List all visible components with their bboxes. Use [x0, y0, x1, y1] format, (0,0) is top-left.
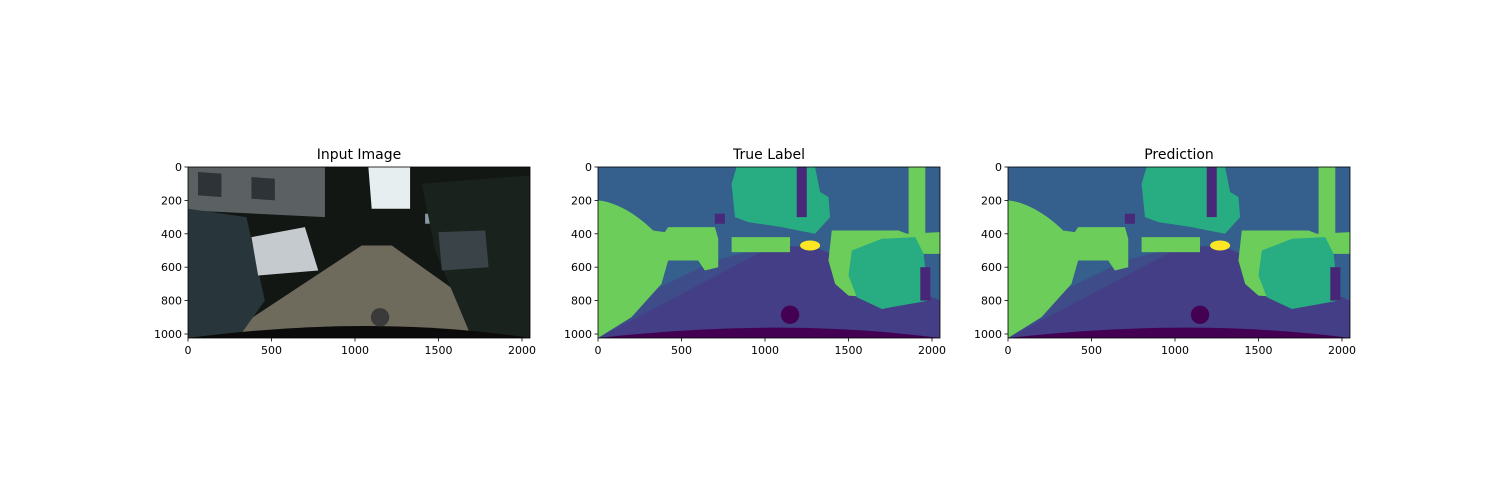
- panel-title: Prediction: [1144, 147, 1214, 163]
- y-tick-label: 1000: [154, 328, 182, 341]
- y-tick-label: 400: [981, 228, 1002, 241]
- y-tick-label: 600: [161, 261, 182, 274]
- x-tick-label: 1500: [424, 344, 452, 357]
- x-tick-label: 0: [595, 344, 602, 357]
- x-tick-label: 500: [671, 344, 692, 357]
- axes-frame: [187, 166, 531, 339]
- x-tick-label: 1500: [834, 344, 862, 357]
- y-tick-label: 0: [585, 161, 592, 174]
- x-tick-label: 0: [185, 344, 192, 357]
- y-tick-label: 200: [161, 194, 182, 207]
- true-label-image: [598, 167, 940, 338]
- y-tick-label: 200: [571, 194, 592, 207]
- x-tick-label: 0: [1005, 344, 1012, 357]
- input-image: [188, 167, 530, 338]
- prediction-image: [1008, 167, 1350, 338]
- x-tick-label: 1500: [1244, 344, 1272, 357]
- y-tick-label: 400: [571, 228, 592, 241]
- y-tick-label: 1000: [974, 328, 1002, 341]
- x-tick-label: 2000: [1328, 344, 1356, 357]
- x-tick-label: 500: [1081, 344, 1102, 357]
- panel-title: True Label: [732, 147, 805, 163]
- x-tick-label: 1000: [341, 344, 369, 357]
- x-tick-label: 2000: [918, 344, 946, 357]
- axes-frame: [1007, 166, 1351, 339]
- panel-title: Input Image: [317, 147, 402, 163]
- y-tick-label: 800: [161, 295, 182, 308]
- y-tick-label: 600: [571, 261, 592, 274]
- x-tick-label: 500: [261, 344, 282, 357]
- y-tick-label: 800: [981, 295, 1002, 308]
- y-tick-label: 0: [995, 161, 1002, 174]
- axes-frame: [597, 166, 941, 339]
- y-tick-label: 800: [571, 295, 592, 308]
- y-tick-label: 200: [981, 194, 1002, 207]
- y-tick-label: 600: [981, 261, 1002, 274]
- x-tick-label: 1000: [751, 344, 779, 357]
- y-tick-label: 1000: [564, 328, 592, 341]
- y-tick-label: 400: [161, 228, 182, 241]
- x-tick-label: 2000: [508, 344, 536, 357]
- y-tick-label: 0: [175, 161, 182, 174]
- x-tick-label: 1000: [1161, 344, 1189, 357]
